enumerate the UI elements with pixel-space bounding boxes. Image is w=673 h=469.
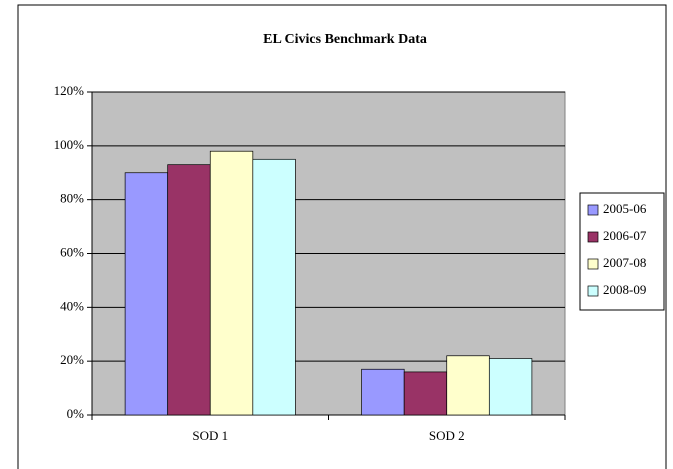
legend-swatch [587, 231, 599, 243]
y-tick-label: 120% [54, 83, 85, 98]
x-tick-label: SOD 1 [192, 428, 228, 443]
bar [167, 164, 211, 416]
legend-swatch [587, 285, 599, 297]
legend-label: 2006-07 [603, 228, 647, 243]
bar [124, 172, 169, 416]
bar [209, 150, 254, 416]
y-tick-label: 100% [54, 137, 85, 152]
y-tick-label: 40% [60, 298, 84, 313]
bar [446, 355, 490, 416]
bar [361, 368, 405, 416]
bar [488, 358, 533, 416]
legend-swatch [587, 258, 599, 270]
y-tick-label: 0% [67, 406, 85, 421]
legend-swatch [587, 204, 599, 216]
y-tick-label: 80% [60, 191, 84, 206]
bar [403, 371, 448, 416]
x-tick-label: SOD 2 [429, 428, 465, 443]
y-tick-label: 60% [60, 244, 84, 259]
bar [252, 158, 296, 416]
chart-title: EL Civics Benchmark Data [263, 32, 427, 47]
legend-label: 2005-06 [603, 201, 647, 216]
legend-label: 2008-09 [603, 282, 646, 297]
y-tick-label: 20% [60, 352, 84, 367]
legend-label: 2007-08 [603, 255, 646, 270]
